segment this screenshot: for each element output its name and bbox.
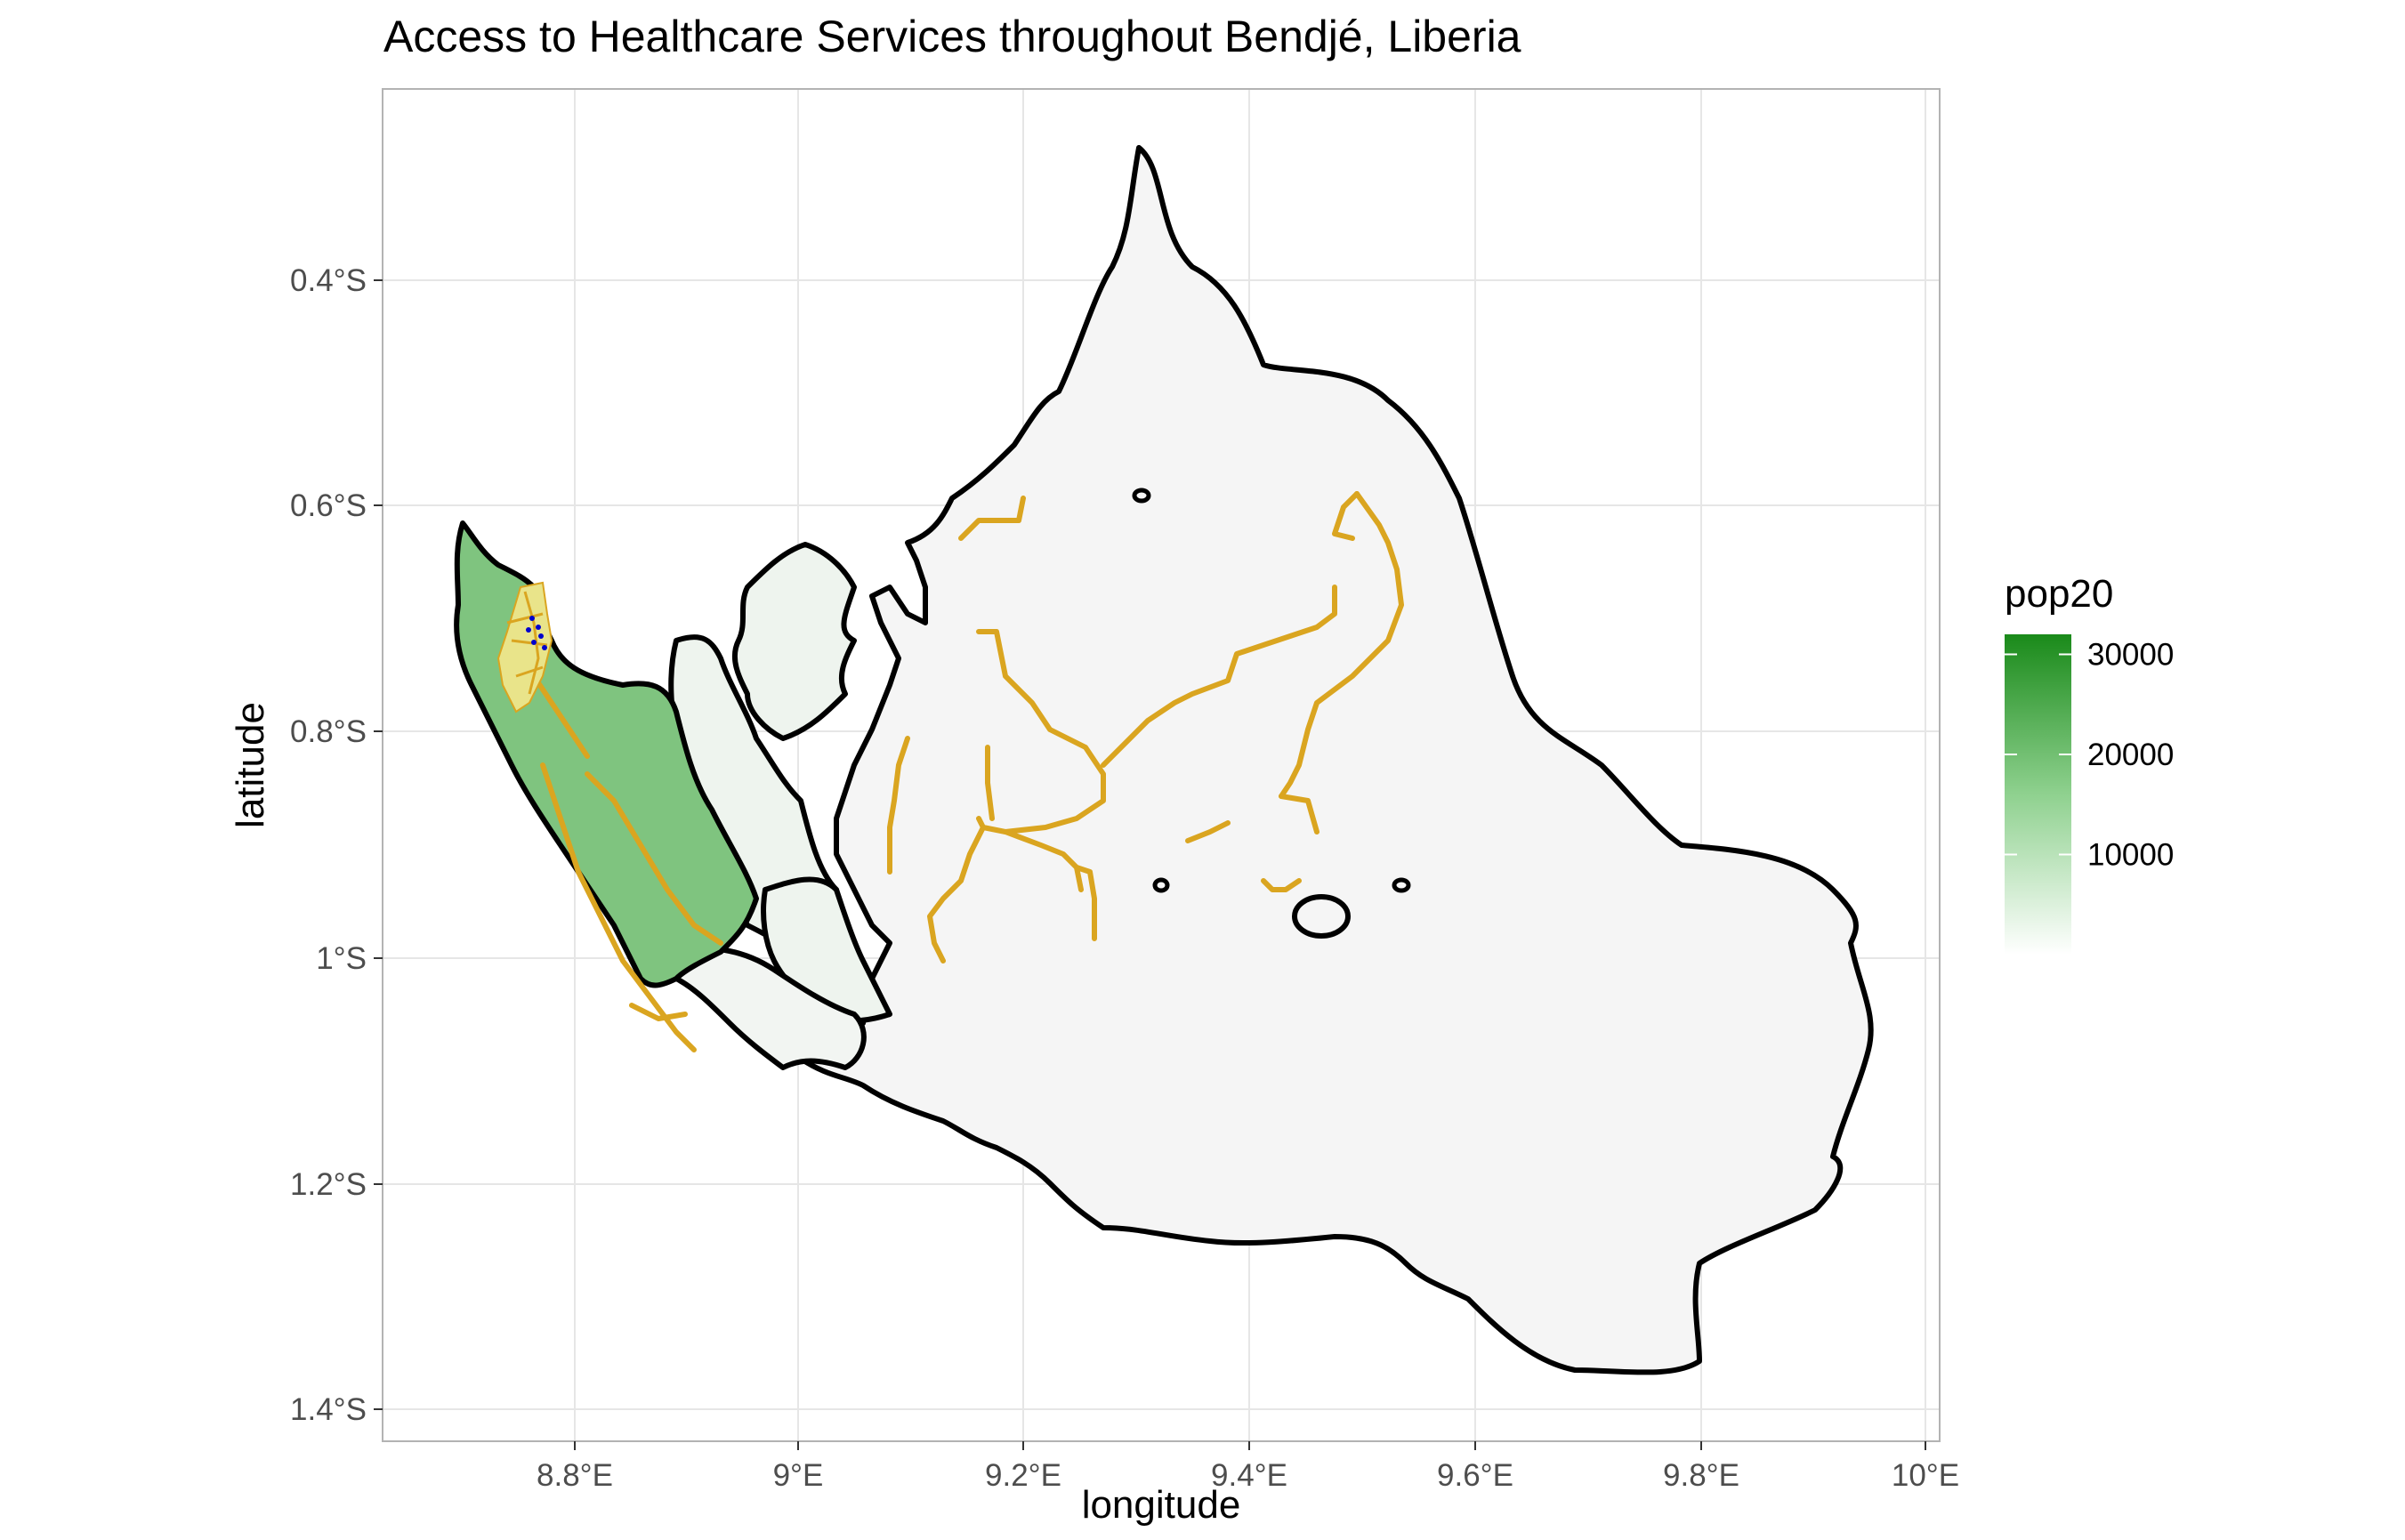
y-axis-title: latitude — [229, 702, 272, 828]
road — [1279, 794, 1320, 835]
health-facility-marker — [529, 616, 535, 621]
road — [985, 745, 995, 821]
x-tick-label: 9.4°E — [1211, 1458, 1287, 1493]
region-east — [780, 145, 1874, 1375]
y-tick-label: 0.6°S — [290, 488, 367, 523]
health-facility-marker — [538, 633, 544, 639]
x-tick-label: 9.6°E — [1437, 1458, 1513, 1493]
health-facility-marker — [542, 645, 547, 650]
x-tick-label: 9.2°E — [985, 1458, 1061, 1493]
legend: pop20 30000 20000 10000 — [2005, 572, 2174, 955]
island-4 — [1292, 894, 1351, 939]
road — [1185, 820, 1231, 843]
road — [506, 591, 548, 695]
health-facility-marker — [526, 627, 531, 633]
road — [1101, 585, 1337, 768]
island-2 — [1152, 877, 1170, 893]
legend-tick-label: 30000 — [2087, 638, 2174, 673]
road — [958, 496, 1026, 541]
x-axis: 8.8°E 9°E 9.2°E 9.4°E 9.6°E 9.8°E 10°E — [537, 1441, 1959, 1493]
road — [629, 1003, 688, 1021]
y-tick-label: 1.2°S — [290, 1167, 367, 1202]
y-tick-label: 0.4°S — [290, 263, 367, 298]
health-facility-marker — [536, 625, 541, 630]
road — [1074, 865, 1097, 941]
y-tick-label: 1.4°S — [290, 1392, 367, 1427]
road — [927, 825, 986, 964]
panel-border — [382, 88, 1941, 1442]
x-tick-label: 10°E — [1892, 1458, 1959, 1493]
chart-title: Access to Healthcare Services throughout… — [383, 12, 1521, 61]
x-tick-label: 8.8°E — [537, 1458, 613, 1493]
road — [585, 771, 723, 946]
road — [1279, 491, 1404, 799]
x-tick-label: 9°E — [773, 1458, 824, 1493]
legend-tick-label: 10000 — [2087, 838, 2174, 873]
island-3 — [1392, 877, 1411, 893]
y-tick-label: 0.8°S — [290, 714, 367, 749]
road — [1003, 829, 1084, 892]
health-facility-marker — [531, 640, 537, 645]
island-1 — [1132, 488, 1151, 504]
settlement-cluster — [496, 581, 553, 714]
y-axis: 0.4°S 0.6°S 0.8°S 1°S 1.2°S 1.4°S — [290, 263, 383, 1427]
x-tick-label: 9.8°E — [1663, 1458, 1739, 1493]
legend-title: pop20 — [2005, 572, 2113, 616]
road — [1261, 878, 1302, 892]
road — [540, 762, 697, 1052]
legend-ticks: 30000 20000 10000 — [2005, 638, 2174, 873]
legend-tick-label: 20000 — [2087, 738, 2174, 772]
region-south-strip — [674, 946, 867, 1070]
y-tick-label: 1°S — [316, 941, 367, 976]
x-axis-title: longitude — [1082, 1483, 1241, 1527]
region-central-north — [731, 542, 857, 741]
road — [1332, 491, 1360, 541]
road — [887, 736, 910, 875]
legend-colorbar — [2005, 634, 2071, 955]
